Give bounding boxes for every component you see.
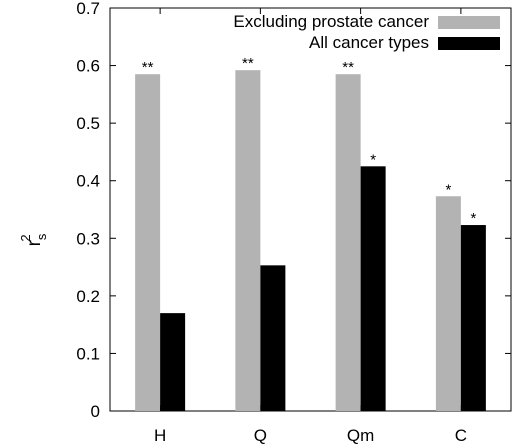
significance-label: **: [342, 59, 354, 76]
significance-label: **: [242, 55, 254, 72]
y-tick-label: 0.7: [76, 0, 100, 18]
y-tick-label: 0.5: [76, 114, 100, 133]
plot-area: 00.10.20.30.40.50.60.7H**Q**Qm***C**: [76, 0, 512, 445]
y-tick-label: 0: [91, 402, 100, 421]
x-tick-label: C: [455, 426, 467, 445]
y-tick-label: 0.4: [76, 172, 100, 191]
bar-all-cancer: [260, 265, 286, 411]
x-tick-label: H: [154, 426, 166, 445]
y-axis-title-subscript: s: [34, 233, 49, 240]
bar-excluding-prostate: [135, 74, 161, 411]
y-tick-label: 0.6: [76, 57, 100, 76]
bar-excluding-prostate: [435, 196, 461, 411]
legend-swatch: [438, 37, 500, 50]
y-axis-title-main: r: [24, 239, 45, 246]
bar-all-cancer: [460, 225, 486, 411]
bar-all-cancer: [160, 313, 186, 411]
legend: Excluding prostate cancer All cancer type…: [233, 12, 500, 52]
plot-frame: [109, 7, 512, 412]
significance-label: **: [142, 59, 154, 76]
legend-label: All cancer types: [309, 33, 429, 52]
significance-label: *: [470, 210, 476, 227]
x-tick-label: Q: [254, 426, 267, 445]
bar-all-cancer: [360, 166, 386, 411]
y-axis-title-superscript: 2: [18, 234, 33, 241]
legend-swatch: [438, 16, 500, 29]
y-axis-title: rs2: [18, 233, 49, 246]
legend-label: Excluding prostate cancer: [233, 12, 429, 31]
y-tick-label: 0.3: [76, 229, 100, 248]
x-tick-label: Qm: [347, 426, 374, 445]
bar-excluding-prostate: [235, 70, 261, 412]
significance-label: *: [445, 181, 451, 198]
y-tick-label: 0.2: [76, 287, 100, 306]
bar-excluding-prostate: [335, 74, 361, 411]
y-tick-label: 0.1: [76, 344, 100, 363]
significance-label: *: [370, 151, 376, 168]
